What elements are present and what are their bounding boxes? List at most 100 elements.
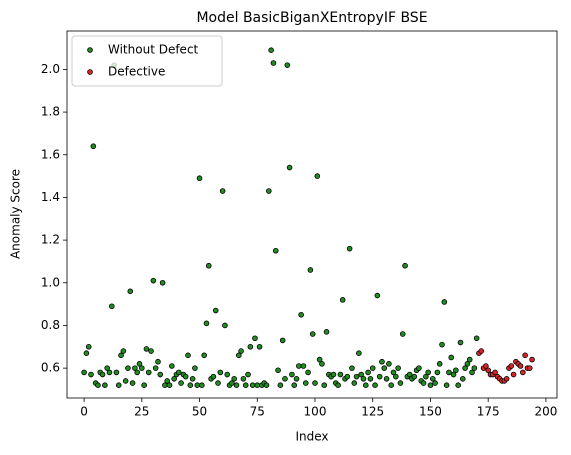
legend-marker: [87, 69, 93, 75]
point: [143, 346, 150, 352]
x-tick-label: 75: [250, 405, 265, 419]
y-tick-label: 1.4: [41, 190, 60, 204]
point: [455, 382, 461, 388]
point: [178, 380, 184, 386]
point: [152, 365, 159, 371]
point: [330, 371, 337, 378]
x-tick-label: 50: [192, 405, 207, 419]
point: [441, 299, 448, 305]
point: [242, 382, 249, 388]
point: [411, 373, 418, 380]
point: [231, 375, 237, 382]
point: [279, 337, 286, 344]
point: [510, 371, 517, 378]
y-tick-label: 0.8: [41, 318, 60, 332]
point: [337, 371, 344, 378]
point: [300, 363, 307, 369]
point: [307, 267, 314, 273]
point: [210, 373, 217, 380]
point: [446, 369, 452, 376]
y-tick-label: 1.0: [41, 275, 60, 289]
point: [166, 382, 173, 388]
x-axis-label: Index: [295, 430, 328, 444]
point: [298, 311, 304, 318]
point: [148, 348, 154, 354]
point: [436, 361, 443, 367]
point: [141, 382, 147, 388]
point: [85, 343, 92, 350]
point: [291, 382, 298, 388]
y-tick-label: 1.8: [41, 105, 60, 119]
plot-frame: [66, 30, 558, 399]
point: [194, 382, 201, 388]
point: [339, 297, 346, 303]
point: [443, 382, 450, 388]
point: [335, 382, 341, 388]
point: [118, 352, 124, 359]
point: [215, 380, 221, 386]
point: [459, 375, 466, 382]
point: [344, 373, 351, 380]
point: [376, 373, 383, 380]
point: [296, 363, 302, 369]
point: [145, 369, 152, 376]
point: [192, 365, 198, 371]
point: [263, 382, 270, 388]
point: [425, 369, 431, 376]
x-tick-label: 125: [361, 405, 384, 419]
point: [462, 365, 468, 371]
point: [388, 382, 395, 388]
y-tick-label: 0.6: [41, 361, 60, 375]
point: [386, 361, 392, 367]
x-tick-label: 200: [534, 405, 557, 419]
y-axis-label: Anomaly Score: [9, 169, 23, 259]
point: [187, 382, 194, 388]
point: [448, 354, 455, 361]
point: [155, 358, 161, 365]
point: [420, 380, 427, 386]
point: [353, 373, 360, 380]
point: [203, 320, 210, 327]
point: [351, 380, 358, 386]
point: [471, 365, 478, 371]
point: [132, 365, 138, 371]
point: [266, 188, 272, 194]
point: [406, 371, 413, 378]
point: [104, 365, 110, 371]
point: [358, 371, 364, 378]
x-tick-label: 150: [419, 405, 442, 419]
point: [229, 380, 235, 386]
point: [247, 343, 254, 350]
point: [399, 331, 406, 337]
point: [127, 288, 134, 295]
point: [277, 382, 284, 388]
point: [453, 367, 459, 374]
x-tick-label: 25: [134, 405, 149, 419]
point: [120, 348, 127, 354]
point: [157, 371, 164, 378]
point: [150, 277, 157, 284]
point: [319, 361, 325, 367]
point: [88, 371, 94, 378]
point: [293, 375, 300, 382]
point: [423, 373, 429, 380]
point: [189, 375, 196, 382]
y-tick-label: 2.0: [41, 62, 60, 76]
point: [164, 378, 171, 384]
point: [284, 62, 291, 68]
point: [432, 380, 438, 386]
point: [314, 173, 321, 179]
point: [185, 352, 191, 359]
point: [323, 329, 330, 335]
point: [95, 382, 101, 388]
point: [125, 365, 131, 371]
point: [270, 60, 277, 66]
point: [182, 373, 189, 380]
point: [349, 365, 355, 371]
point: [363, 382, 369, 388]
point: [402, 262, 408, 269]
point: [268, 47, 274, 54]
point: [83, 350, 90, 356]
point: [219, 188, 226, 194]
